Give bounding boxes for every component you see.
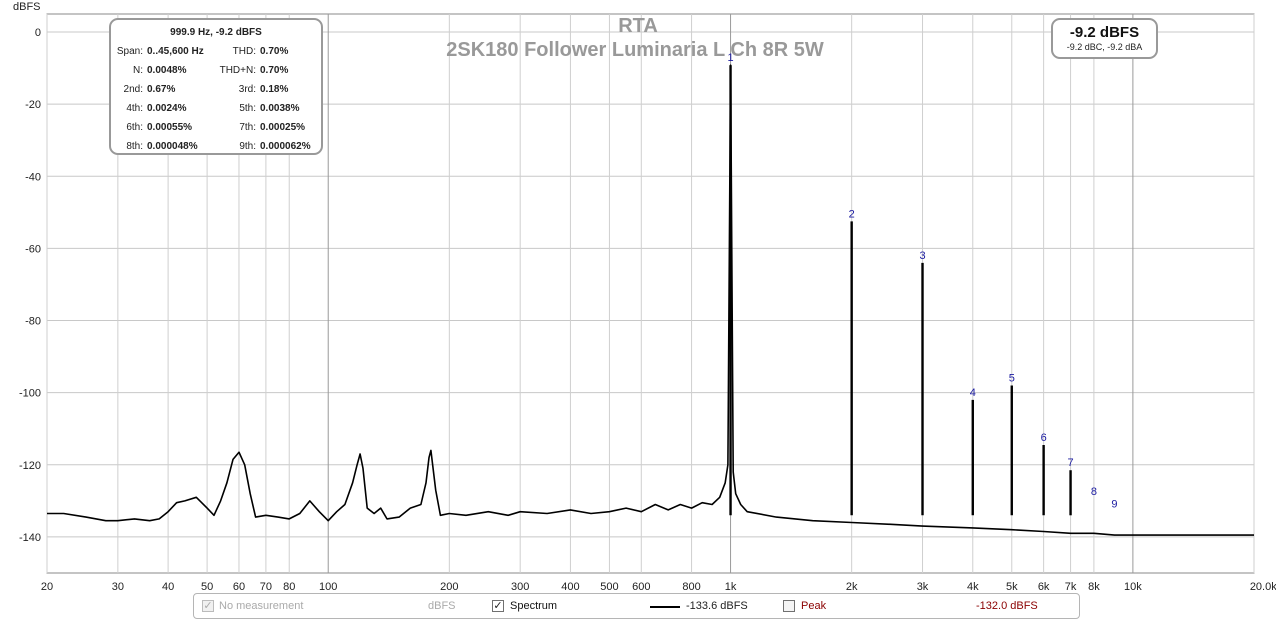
y-tick-label: -100 — [19, 388, 41, 400]
info-header: 999.9 Hz, -9.2 dBFS — [170, 27, 262, 38]
chart-title: RTA — [618, 15, 658, 37]
harmonic-label: 7 — [1068, 457, 1074, 469]
x-tick-label: 4k — [967, 581, 979, 593]
info-value: 0.67% — [147, 84, 176, 95]
x-tick-label: 20.0kHz — [1250, 581, 1276, 593]
info-label: 9th: — [239, 141, 256, 152]
harmonic-label: 6 — [1041, 432, 1047, 444]
x-tick-label: 200 — [440, 581, 458, 593]
info-row: 2nd: 0.67% 3rd: 0.18% — [111, 84, 321, 98]
x-tick-label: 10k — [1124, 581, 1142, 593]
y-tick-label: -40 — [25, 171, 41, 183]
info-label: 8th: — [126, 141, 143, 152]
harmonic-label: 8 — [1091, 486, 1097, 498]
no-measurement-checkbox[interactable]: ✓ — [202, 600, 214, 612]
spectrum-value: -133.6 dBFS — [686, 600, 748, 612]
x-tick-label: 500 — [600, 581, 618, 593]
y-axis-label: dBFS — [13, 1, 41, 13]
x-tick-label: 5k — [1006, 581, 1018, 593]
x-tick-label: 40 — [162, 581, 174, 593]
harmonic-layer: 1 2 3 4 5 6 7 8 9 — [727, 52, 1118, 516]
x-tick-label: 400 — [561, 581, 579, 593]
spectrum-checkbox[interactable]: ✓ — [492, 600, 504, 612]
spectrum-line — [47, 64, 1254, 536]
info-label: 3rd: — [238, 84, 256, 95]
x-tick-label: 800 — [682, 581, 700, 593]
info-label: 6th: — [126, 122, 143, 133]
peak-label: Peak — [801, 600, 827, 612]
peak-value: -132.0 dBFS — [976, 600, 1038, 612]
chart-subtitle: 2SK180 Follower Luminaria L Ch 8R 5W — [446, 39, 824, 61]
info-row: Span: 0..45,600 Hz THD: 0.70% — [111, 46, 321, 60]
x-tick-label: 80 — [283, 581, 295, 593]
harmonic-label: 3 — [919, 250, 925, 262]
x-tick-label: 6k — [1038, 581, 1050, 593]
axis-labels: 0 -20 -40 -60 -80 -100 -120 -140 20 30 40 50 60 70 80 1… — [19, 27, 1276, 593]
x-tick-label: 600 — [632, 581, 650, 593]
x-tick-label: 60 — [233, 581, 245, 593]
info-value: 0.0038% — [260, 103, 300, 114]
info-value: 0.70% — [260, 46, 289, 57]
x-tick-label: 2k — [846, 581, 858, 593]
series-layer — [47, 64, 1254, 536]
x-tick-label: 1k — [725, 581, 737, 593]
x-tick-label: 7k — [1065, 581, 1077, 593]
y-tick-label: -60 — [25, 243, 41, 255]
no-measurement-unit: dBFS — [428, 600, 456, 612]
harmonic-label: 2 — [849, 208, 855, 220]
distortion-info-box[interactable]: 999.9 Hz, -9.2 dBFS Span: 0..45,600 Hz T… — [109, 18, 323, 155]
info-value: 0.00055% — [147, 122, 193, 133]
info-row: 4th: 0.0024% 5th: 0.0038% — [111, 103, 321, 117]
harmonic-label: 9 — [1111, 499, 1117, 511]
legend-bar: ✓ No measurement dBFS ✓ Spectrum -133.6 … — [193, 593, 1080, 619]
y-tick-label: -80 — [25, 316, 41, 328]
harmonic-label: 1 — [727, 52, 733, 64]
info-value: 0.0048% — [147, 65, 187, 76]
y-tick-label: -20 — [25, 99, 41, 111]
x-tick-label: 70 — [260, 581, 272, 593]
info-value: 0.70% — [260, 65, 289, 76]
spectrum-label: Spectrum — [510, 600, 558, 612]
info-row: 8th: 0.000048% 9th: 0.000062% — [111, 141, 321, 155]
no-measurement-label: No measurement — [219, 600, 304, 612]
spectrum-line-swatch — [650, 606, 680, 608]
y-tick-label: 0 — [35, 27, 41, 39]
info-value: 0.000062% — [260, 141, 311, 152]
info-value: 0.000048% — [147, 141, 198, 152]
y-tick-label: -140 — [19, 532, 41, 544]
info-label: 7th: — [239, 122, 256, 133]
info-value: 0..45,600 Hz — [147, 46, 204, 57]
info-label: THD+N: — [219, 65, 256, 76]
harmonic-label: 4 — [970, 387, 976, 399]
x-tick-label: 20 — [41, 581, 53, 593]
x-tick-label: 30 — [112, 581, 124, 593]
x-tick-label: 100 — [319, 581, 337, 593]
info-value: 0.0024% — [147, 103, 187, 114]
info-row: 6th: 0.00055% 7th: 0.00025% — [111, 122, 321, 136]
x-tick-label: 3k — [917, 581, 929, 593]
info-label: 2nd: — [123, 84, 143, 95]
x-tick-label: 8k — [1088, 581, 1100, 593]
level-readout[interactable]: -9.2 dBFS -9.2 dBC, -9.2 dBA — [1051, 18, 1158, 59]
info-row: N: 0.0048% THD+N: 0.70% — [111, 65, 321, 79]
info-value: 0.18% — [260, 84, 289, 95]
info-value: 0.00025% — [260, 122, 306, 133]
y-tick-label: -120 — [19, 460, 41, 472]
x-tick-label: 50 — [201, 581, 213, 593]
level-main-value: -9.2 dBFS — [1069, 24, 1140, 41]
peak-checkbox[interactable] — [783, 600, 795, 612]
info-label: THD: — [232, 46, 256, 57]
x-tick-label: 300 — [511, 581, 529, 593]
harmonic-label: 5 — [1009, 372, 1015, 384]
level-weighted-values: -9.2 dBC, -9.2 dBA — [1066, 42, 1143, 52]
info-label: 4th: — [126, 103, 143, 114]
info-label: Span: — [116, 46, 143, 57]
info-label: 5th: — [239, 103, 256, 114]
info-label: N: — [133, 65, 143, 76]
